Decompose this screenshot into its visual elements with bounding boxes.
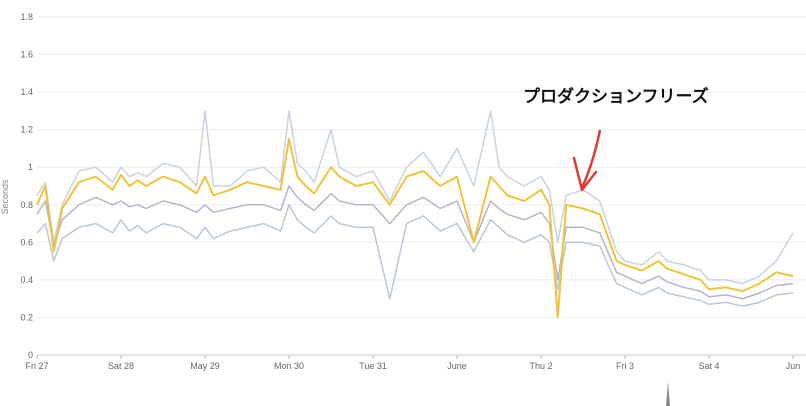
series-line-p90: [36, 138, 794, 319]
y-tick-label: 0.8: [20, 200, 33, 210]
annotation-text: プロダクションフリーズ: [523, 86, 709, 107]
y-axis-label: Seconds: [0, 179, 10, 215]
x-axis-ticks: Fri 27 Sat 28 May 29 Mon 30 Tue 31 June Thu 2 F…: [25, 355, 800, 371]
annotation: プロダクションフリーズ: [523, 86, 709, 192]
y-tick-label: 0.4: [20, 275, 33, 285]
x-tick-label: May 29: [190, 361, 220, 371]
x-tick-label: Fri 27: [25, 361, 48, 371]
series-lines: [36, 110, 794, 319]
annotation-arrowhead-icon: [572, 156, 598, 192]
y-tick-label: 0: [28, 350, 33, 360]
y-tick-label: 1.6: [20, 50, 33, 60]
x-tick-label: June: [447, 361, 467, 371]
y-tick-label: 1.8: [20, 12, 33, 22]
gridlines: [37, 16, 806, 356]
x-tick-label: Jun: [786, 361, 801, 371]
y-tick-label: 1: [28, 162, 33, 172]
series-line-p50: [36, 204, 794, 307]
y-axis-ticks: 0 0.2 0.4 0.6 0.8 1 1.2 1.4 1.6 1.8: [20, 12, 33, 360]
series-line-p75: [36, 185, 794, 300]
minimap-spike-icon: [666, 382, 670, 406]
y-tick-label: 0.2: [20, 312, 33, 322]
x-tick-label: Thu 2: [529, 361, 552, 371]
x-tick-label: Tue 31: [359, 361, 387, 371]
x-tick-label: Fri 3: [616, 361, 634, 371]
x-tick-label: Sat 28: [108, 361, 134, 371]
y-tick-label: 1.2: [20, 125, 33, 135]
series-line-p99: [36, 110, 794, 285]
annotation-arrow-icon: [580, 129, 602, 189]
y-tick-label: 0.6: [20, 237, 33, 247]
y-tick-label: 1.4: [20, 87, 33, 97]
x-tick-label: Sat 4: [698, 361, 719, 371]
x-tick-label: Mon 30: [274, 361, 304, 371]
